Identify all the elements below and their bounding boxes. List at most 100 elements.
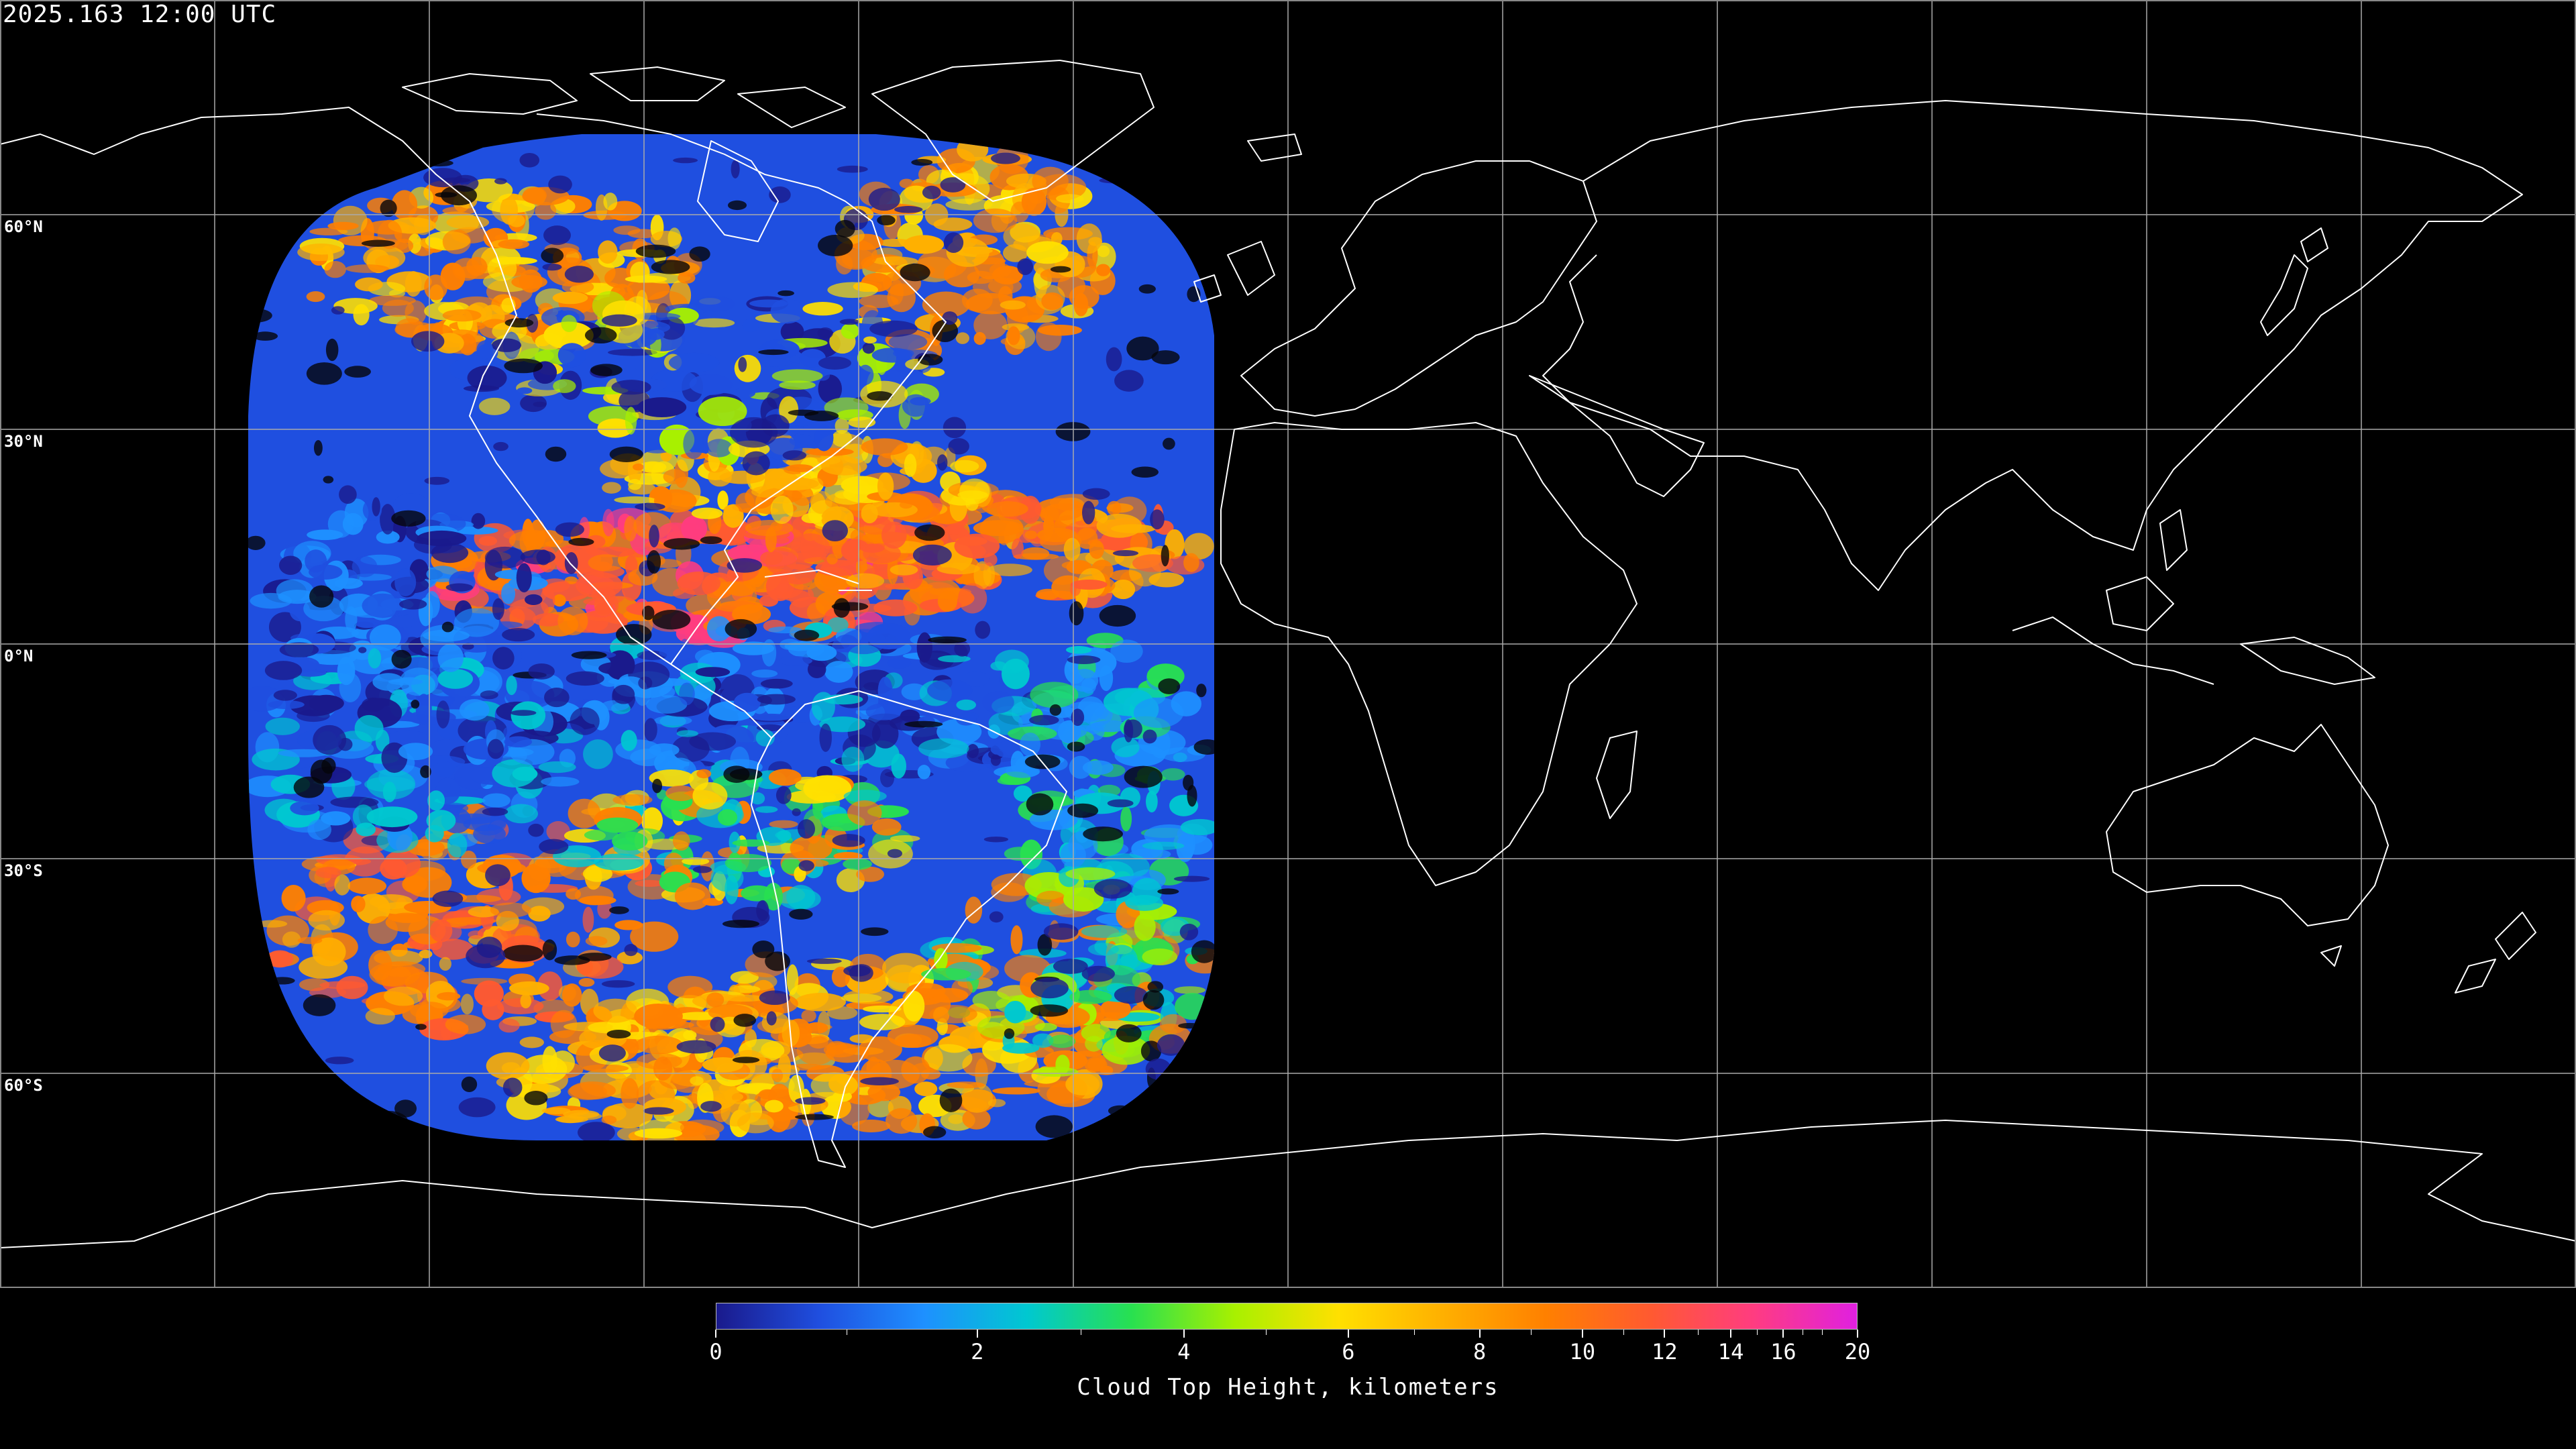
clear-sky-patch xyxy=(756,900,769,921)
cloud-patch xyxy=(760,678,793,689)
cloud-patch xyxy=(751,713,791,721)
cloud-patch xyxy=(576,572,623,598)
cloud-patch xyxy=(281,884,306,912)
cloud-patch xyxy=(1019,732,1041,757)
clear-sky-patch xyxy=(928,636,967,644)
cloud-patch xyxy=(859,1036,902,1063)
clear-sky-patch xyxy=(252,331,278,341)
clear-sky-patch xyxy=(274,1051,286,1065)
cloud-patch xyxy=(961,1082,993,1113)
cloud-patch xyxy=(951,979,973,998)
cloud-patch xyxy=(566,931,580,948)
cloud-patch xyxy=(602,482,621,494)
cloud-patch xyxy=(715,524,750,544)
cloud-patch xyxy=(929,1004,977,1024)
cloud-patch xyxy=(467,365,507,390)
cloud-patch xyxy=(344,498,369,527)
cloud-patch xyxy=(368,648,382,669)
clear-sky-patch xyxy=(789,908,813,920)
cloud-patch xyxy=(680,1119,724,1136)
cloud-patch xyxy=(859,1014,906,1030)
cloud-patch xyxy=(882,953,930,983)
cloud-patch xyxy=(1160,747,1205,762)
cloud-patch xyxy=(594,853,645,871)
cloud-patch xyxy=(307,819,332,841)
cloud-patch xyxy=(723,504,739,517)
clear-sky-patch xyxy=(1191,940,1214,963)
world-map xyxy=(0,0,2576,1288)
cloud-patch xyxy=(613,225,641,235)
clear-sky-patch xyxy=(795,1097,826,1105)
cloud-patch xyxy=(862,342,875,354)
cloud-patch xyxy=(705,439,733,458)
cloud-patch xyxy=(866,1057,881,1081)
cloud-patch xyxy=(888,333,928,350)
cloud-patch xyxy=(943,262,980,288)
clear-sky-patch xyxy=(1126,336,1159,361)
cloud-patch xyxy=(771,369,823,383)
cloud-patch xyxy=(1092,242,1116,271)
cloud-patch xyxy=(362,593,404,619)
cloud-patch xyxy=(603,193,618,211)
clear-sky-patch xyxy=(918,354,943,366)
clear-sky-patch xyxy=(940,177,966,193)
cloud-patch xyxy=(608,349,658,356)
cloud-patch xyxy=(509,598,549,621)
clear-sky-patch xyxy=(1157,1034,1185,1056)
cloud-patch xyxy=(937,590,958,612)
cloud-patch xyxy=(636,1053,682,1070)
cloud-patch xyxy=(584,829,619,841)
cloud-patch xyxy=(1088,237,1103,246)
cloud-patch xyxy=(922,291,970,318)
cloud-patch xyxy=(735,492,755,513)
clear-sky-patch xyxy=(609,446,643,462)
cloud-patch xyxy=(1183,553,1199,572)
cloud-patch xyxy=(973,332,986,345)
clear-sky-patch xyxy=(458,1097,496,1118)
cloud-patch xyxy=(722,994,766,1002)
cloud-patch xyxy=(1174,986,1206,994)
cloud-patch xyxy=(1110,639,1143,663)
cloud-patch xyxy=(521,897,565,916)
clear-sky-patch xyxy=(541,248,564,264)
cloud-patch xyxy=(777,830,792,842)
cloud-patch xyxy=(1099,665,1114,692)
cloud-patch xyxy=(835,418,849,434)
cloud-patch xyxy=(354,714,384,742)
clear-sky-patch xyxy=(887,849,902,858)
cloud-patch xyxy=(432,938,474,960)
clear-sky-patch xyxy=(564,266,594,283)
cloud-patch xyxy=(1024,530,1038,539)
cloud-patch xyxy=(315,867,341,879)
cloud-patch xyxy=(557,606,588,636)
cloud-patch xyxy=(324,260,346,278)
cloud-patch xyxy=(1069,989,1112,1004)
cloud-patch xyxy=(1183,533,1214,560)
clear-sky-patch xyxy=(323,476,334,484)
clear-sky-patch xyxy=(757,694,796,705)
cloud-patch xyxy=(306,291,325,303)
cloud-patch xyxy=(293,672,332,690)
cloud-patch xyxy=(368,950,392,981)
cloud-patch xyxy=(394,568,417,596)
cloud-patch xyxy=(334,874,350,896)
cloud-patch xyxy=(1102,1036,1150,1065)
cloud-patch xyxy=(633,463,644,471)
cloud-patch xyxy=(899,500,913,509)
clear-sky-patch xyxy=(432,890,464,907)
clear-sky-patch xyxy=(922,185,941,199)
cloud-patch xyxy=(442,309,482,322)
colorbar-tick xyxy=(1183,1330,1185,1338)
cloud-patch xyxy=(693,318,735,328)
clear-sky-patch xyxy=(647,549,661,574)
cloud-patch xyxy=(679,682,695,706)
cloud-patch xyxy=(586,535,606,549)
clear-sky-patch xyxy=(555,522,584,537)
cloud-patch xyxy=(460,994,474,1015)
clear-sky-patch xyxy=(867,391,894,401)
cloud-patch xyxy=(268,612,301,643)
cloud-patch xyxy=(501,583,516,604)
cloud-patch xyxy=(973,208,1018,233)
cloud-patch xyxy=(1096,264,1110,276)
cloud-patch xyxy=(588,554,625,572)
